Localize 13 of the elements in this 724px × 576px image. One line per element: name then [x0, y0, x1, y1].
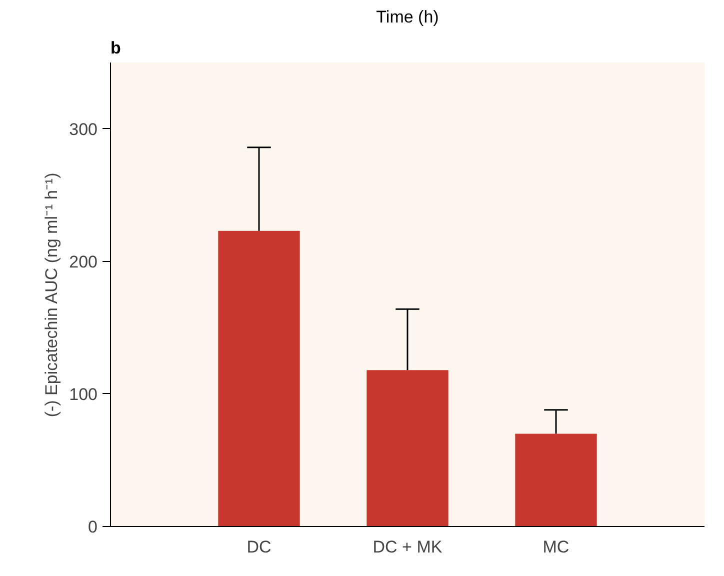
- x-tick-label: MC: [542, 538, 570, 556]
- x-tick-label: DC: [246, 538, 272, 556]
- bar: [515, 434, 597, 526]
- bar: [218, 230, 300, 526]
- y-axis-title: (-) Epicatechin AUC (ng ml⁻¹ h⁻¹): [42, 172, 62, 418]
- y-tick-label: 100: [69, 384, 98, 404]
- y-tick-label: 300: [69, 120, 98, 139]
- x-tick-label: DC + MK: [372, 538, 443, 556]
- y-tick-label: 200: [69, 252, 98, 272]
- text: b: [110, 38, 121, 58]
- bar: [366, 370, 448, 526]
- y-tick-label: 0: [88, 518, 98, 536]
- text: Time (h): [376, 8, 439, 26]
